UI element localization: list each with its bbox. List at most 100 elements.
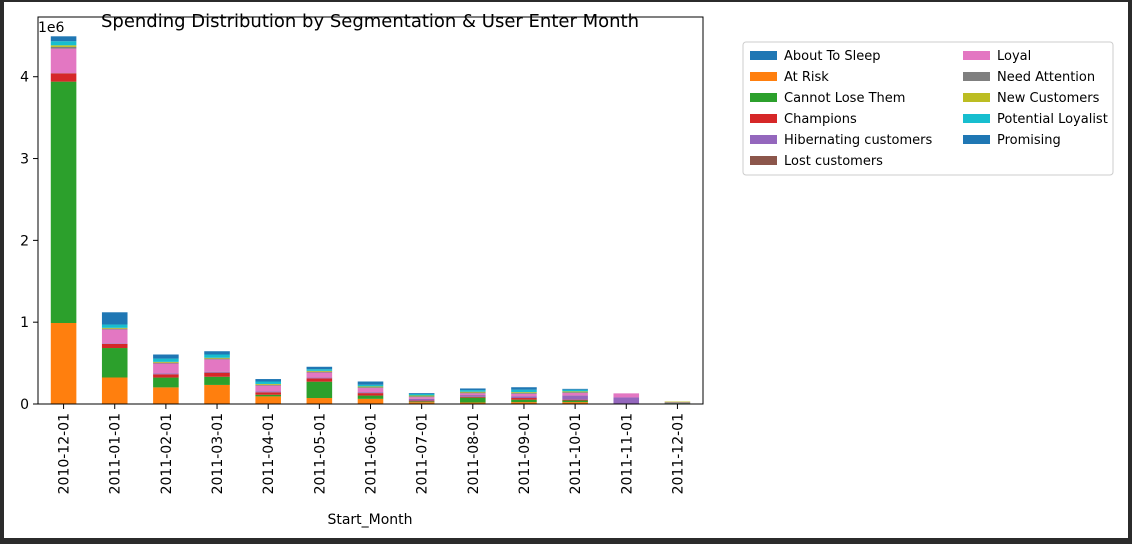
- bar-segment-1-8: [460, 402, 486, 404]
- figure-frame: Spending Distribution by Segmentation & …: [4, 2, 1128, 538]
- bar-segment-2-5: [306, 381, 333, 399]
- legend: About To Sleep At Risk Cannot Lose Them Cha…: [742, 41, 1114, 176]
- legend-swatch-6: [963, 51, 990, 60]
- bar-segment-10-7: [408, 393, 435, 394]
- bar-segment-8-8: [460, 391, 486, 393]
- bar-segment-3-7: [408, 400, 435, 402]
- bar-segment-9-9: [511, 389, 537, 393]
- bar-segment-7-7: [408, 396, 435, 398]
- bar-segment-8-6: [357, 386, 384, 388]
- bar-segment-1-9: [511, 402, 537, 404]
- bar-segment-10-9: [511, 387, 537, 390]
- legend-box: [742, 41, 1114, 176]
- bar-segment-1-4: [255, 396, 281, 404]
- x-tick-label-4: 2011-04-01: [261, 413, 277, 494]
- bar-segment-6-5: [306, 372, 333, 378]
- legend-label-9: Potential Loyalist: [997, 112, 1108, 127]
- bar-segment-9-0: [50, 41, 77, 46]
- bar-segment-2-2: [153, 377, 179, 388]
- bar-segment-2-0: [50, 81, 77, 324]
- bar-segment-10-8: [460, 388, 486, 391]
- bar-segment-6-1: [101, 329, 128, 344]
- bar-segment-8-12: [664, 401, 691, 403]
- legend-label-7: Need Attention: [997, 70, 1095, 85]
- bar-segment-9-5: [306, 369, 333, 371]
- bar-segment-7-8: [460, 392, 486, 394]
- bar-segment-6-6: [357, 388, 384, 393]
- bar-segment-9-4: [255, 381, 281, 384]
- bar-segment-3-2: [153, 374, 179, 378]
- bar-segment-7-5: [306, 371, 333, 373]
- bar-segment-1-6: [357, 398, 384, 404]
- bar-segment-3-6: [357, 393, 384, 396]
- bar-segment-8-1: [101, 327, 128, 329]
- bar-segment-10-5: [306, 366, 333, 370]
- bar-segment-9-8: [460, 390, 486, 392]
- legend-label-2: Cannot Lose Them: [784, 91, 905, 106]
- y-tick-label-0: 0: [20, 397, 29, 413]
- x-tick-label-12: 2011-12-01: [670, 413, 686, 494]
- bar-segment-2-1: [101, 348, 128, 378]
- bar-segment-9-3: [204, 354, 230, 358]
- x-tick-label-10: 2011-10-01: [568, 413, 584, 494]
- bar-segment-2-8: [460, 397, 486, 403]
- bar-segment-8-5: [306, 370, 333, 372]
- bar-segment-6-2: [153, 363, 179, 374]
- bar-segment-10-1: [101, 312, 128, 325]
- x-axis-label: Start_Month: [327, 512, 412, 528]
- bar-segment-6-10: [562, 392, 588, 396]
- legend-swatch-1: [750, 72, 777, 81]
- bar-segment-2-7: [408, 401, 435, 403]
- legend-swatch-5: [750, 156, 777, 165]
- bar-segment-3-9: [511, 398, 537, 400]
- bar-segment-1-2: [153, 387, 179, 404]
- y-tick-label-1: 1: [20, 315, 29, 331]
- legend-swatch-8: [963, 93, 990, 102]
- bar-segment-3-3: [204, 372, 230, 377]
- bar-segment-8-9: [511, 392, 537, 393]
- x-tick-label-6: 2011-06-01: [364, 413, 380, 494]
- bar-segment-2-4: [255, 394, 281, 397]
- bar-segment-1-10: [562, 402, 588, 404]
- legend-label-4: Hibernating customers: [784, 133, 933, 148]
- bar-segment-6-9: [511, 393, 537, 397]
- bar-segment-9-10: [562, 389, 588, 392]
- bar-segment-1-1: [101, 377, 128, 404]
- bar-segment-8-7: [408, 395, 435, 397]
- bar-segment-4-8: [460, 395, 486, 397]
- plot-area-frame: [37, 16, 704, 405]
- legend-label-10: Promising: [997, 133, 1061, 148]
- x-tick-label-8: 2011-08-01: [466, 413, 482, 494]
- bar-segment-8-0: [50, 45, 77, 47]
- bar-segment-7-9: [511, 392, 537, 394]
- bar-segment-4-10: [562, 395, 588, 400]
- chart-title: Spending Distribution by Segmentation & …: [101, 11, 639, 32]
- bar-segment-4-5: [306, 377, 333, 379]
- bar-segment-7-6: [357, 387, 384, 389]
- x-tick-label-9: 2011-09-01: [517, 413, 533, 494]
- bar-segment-8-4: [255, 383, 281, 385]
- bar-segment-9-2: [153, 358, 179, 362]
- bar-segment-4-3: [204, 371, 230, 373]
- bar-segment-9-6: [357, 384, 384, 387]
- bar-segment-10-2: [153, 354, 179, 359]
- bar-segment-7-1: [101, 328, 128, 330]
- bar-segment-10-10: [562, 388, 588, 390]
- bar-segment-10-3: [204, 351, 230, 355]
- legend-swatch-9: [963, 114, 990, 123]
- x-tick-label-11: 2011-11-01: [619, 413, 635, 494]
- x-tick-label-5: 2011-05-01: [312, 413, 328, 494]
- bar-segment-4-12: [664, 402, 691, 404]
- bar-segment-4-9: [511, 396, 537, 399]
- x-tick-label-3: 2011-03-01: [210, 413, 226, 494]
- bar-segment-2-10: [562, 400, 588, 403]
- bar-segment-7-0: [50, 46, 77, 49]
- legend-label-0: About To Sleep: [784, 49, 881, 64]
- legend-label-1: At Risk: [784, 70, 829, 85]
- bar-segment-6-11: [613, 393, 640, 398]
- bar-segment-4-11: [613, 397, 640, 404]
- bar-segment-6-7: [408, 397, 435, 399]
- bar-segment-3-10: [562, 399, 588, 401]
- legend-swatch-7: [963, 72, 990, 81]
- x-tick-label-2: 2011-02-01: [159, 413, 175, 494]
